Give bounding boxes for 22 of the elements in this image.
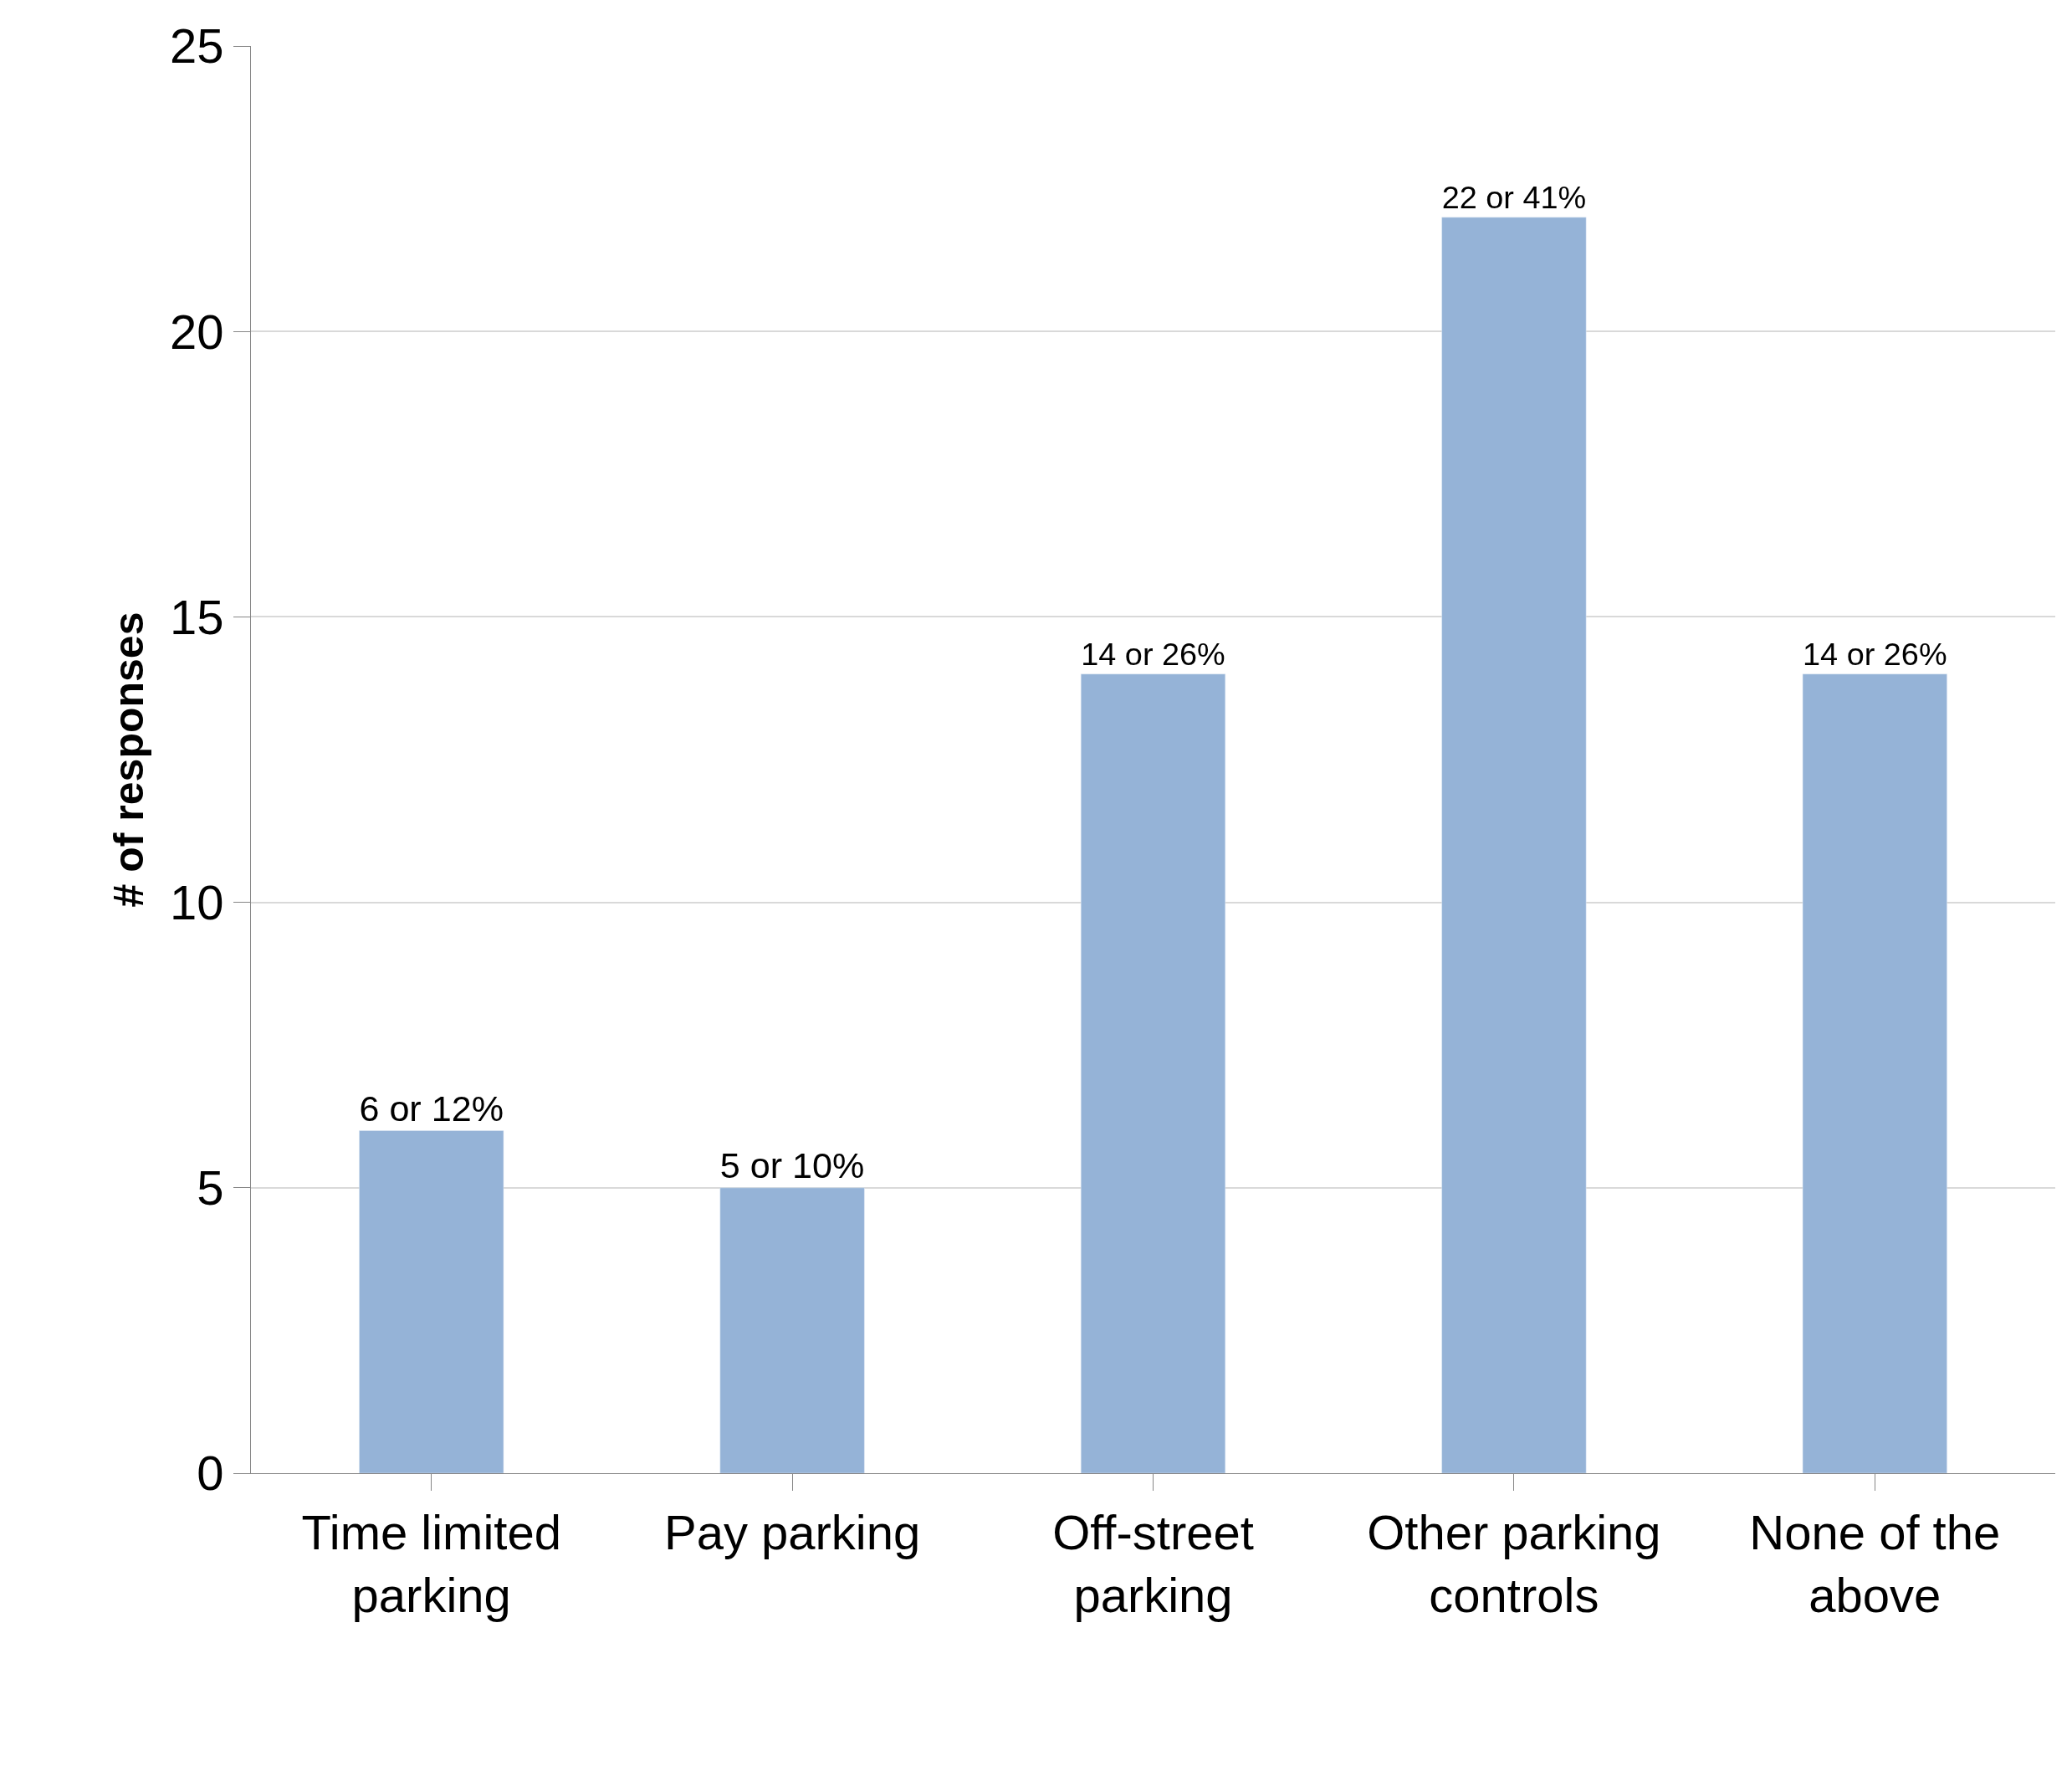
bar xyxy=(1441,217,1587,1473)
bar xyxy=(359,1130,504,1473)
x-tick-label: None of the above xyxy=(1749,1504,2001,1622)
y-tick-label: 25 xyxy=(169,18,224,74)
y-tick-label: 5 xyxy=(197,1160,224,1216)
data-label: 14 or 26% xyxy=(1081,636,1225,672)
y-tick-label: 15 xyxy=(169,589,224,644)
bar xyxy=(719,1187,865,1473)
y-axis-title: # of responses xyxy=(105,612,152,908)
y-tick-label: 20 xyxy=(169,304,224,359)
data-label: 5 or 10% xyxy=(719,1144,865,1185)
x-tick-label: Off-street parking xyxy=(1052,1504,1254,1622)
x-tick-label: Other parking controls xyxy=(1367,1504,1661,1622)
bar xyxy=(1802,673,1947,1473)
bar xyxy=(1080,673,1226,1473)
data-label: 22 or 41% xyxy=(1441,179,1587,215)
data-label: 14 or 26% xyxy=(1803,636,1947,672)
y-tick-label: 10 xyxy=(169,874,224,929)
data-label: 6 or 12% xyxy=(359,1088,504,1129)
y-tick-label: 0 xyxy=(197,1446,224,1501)
x-tick-label: Time limited parking xyxy=(301,1504,561,1622)
x-tick-label: Pay parking xyxy=(663,1504,921,1559)
